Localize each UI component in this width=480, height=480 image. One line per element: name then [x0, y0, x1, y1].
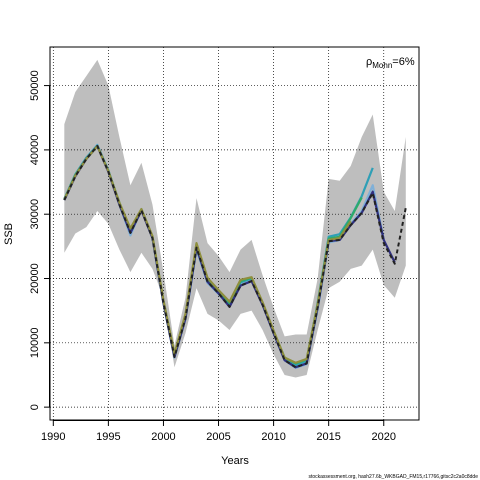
series-line	[63, 144, 352, 364]
x-axis: 1990 1995 2000 2005 2010 2015 2020	[41, 420, 396, 443]
y-tick-label: 30000	[29, 199, 41, 230]
mohn-rho-subscript: Mohn	[372, 61, 392, 70]
x-tick-label: 2010	[261, 431, 285, 443]
x-tick-label: 2020	[372, 431, 396, 443]
series-line	[63, 145, 407, 369]
grid-layer	[50, 47, 419, 420]
y-axis: 0 10000 20000 30000 40000 50000	[29, 70, 50, 410]
x-tick-label: 2000	[151, 431, 175, 443]
y-tick-label: 0	[29, 404, 41, 410]
y-tick-label: 20000	[29, 263, 41, 294]
mohn-rho-value: =6%	[392, 56, 415, 68]
y-tick-label: 40000	[29, 135, 41, 166]
x-tick-label: 1990	[41, 431, 65, 443]
y-tick-label: 10000	[29, 328, 41, 359]
y-tick-label: 50000	[29, 70, 41, 101]
mohn-rho-annotation: ρMohn=6%	[366, 56, 415, 70]
mohn-rho-symbol: ρ	[366, 56, 372, 68]
x-tick-label: 2005	[206, 431, 230, 443]
series-layer	[63, 143, 407, 370]
x-axis-label: Years	[221, 455, 249, 467]
footer-source: stockassessment.org, hash27.6b_WKBGAD_FM…	[308, 474, 478, 480]
x-tick-label: 1995	[96, 431, 120, 443]
y-axis-label: SSB	[3, 223, 15, 245]
x-tick-label: 2015	[316, 431, 340, 443]
